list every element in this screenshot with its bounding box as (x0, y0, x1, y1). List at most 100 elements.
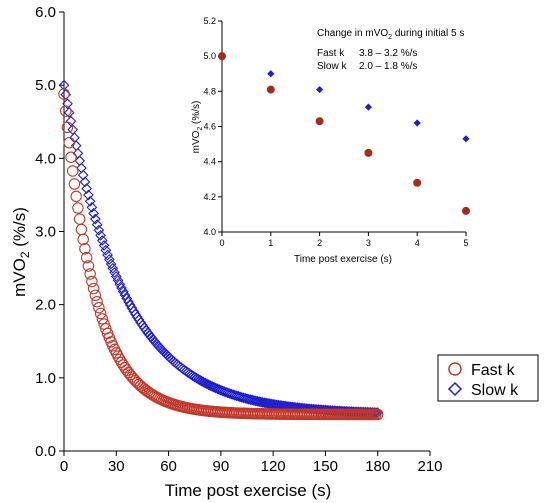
main-y-tick-label: 4.0 (35, 150, 56, 167)
inset-x-axis-label: Time post exercise (s) (294, 254, 392, 265)
main-point-circle (75, 223, 88, 236)
main-point-circle (65, 151, 77, 163)
main-point-diamond (199, 377, 211, 389)
main-point-circle (63, 136, 75, 149)
inset-x-tick-label: 4 (415, 238, 420, 248)
inset-x-tick-label: 5 (463, 238, 468, 248)
main-point-diamond (217, 385, 228, 397)
main-x-tick-label: 30 (108, 458, 125, 475)
inset-point-circle (315, 117, 324, 126)
main-point-diamond (100, 244, 112, 256)
inset-point-circle (364, 148, 373, 157)
main-point-diamond (121, 293, 133, 304)
main-x-tick-label: 120 (261, 458, 286, 475)
main-y-tick-label: 5.0 (35, 77, 56, 94)
main-point-diamond (110, 271, 122, 282)
inset-point-diamond (462, 135, 470, 143)
legend-fast-k-label: Fast k (471, 362, 516, 379)
inset-background (222, 17, 490, 279)
inset-point-circle (413, 178, 422, 187)
main-point-circle (89, 289, 102, 302)
main-y-tick-label: 2.0 (35, 297, 56, 314)
main-point-diamond (109, 267, 120, 278)
main-point-circle (66, 165, 79, 177)
main-point-circle (61, 121, 74, 134)
main-point-diamond (213, 384, 225, 395)
legend: Fast k Slow k (437, 354, 539, 402)
main-point-diamond (224, 388, 235, 399)
main-point-diamond (62, 98, 73, 110)
main-point-diamond (103, 254, 115, 265)
inset-note-fast-value: 3.8 – 3.2 %/s (359, 48, 417, 59)
inset-point-diamond (364, 103, 372, 111)
main-point-diamond (201, 378, 213, 390)
main-point-circle (58, 88, 70, 100)
main-point-diamond (211, 383, 223, 395)
main-data-points (58, 79, 384, 421)
main-point-diamond (95, 229, 106, 241)
inset-data-points (218, 52, 470, 215)
main-point-circle (86, 275, 98, 288)
main-point-circle (114, 353, 126, 366)
inset-axes: 4.0 4.2 4.4 4.6 4.8 5.0 5.2 0 1 2 3 4 5 (203, 16, 468, 248)
inset-x-tick-label: 1 (268, 238, 273, 248)
main-point-circle (96, 313, 109, 325)
main-y-axis-label: mVO2 (%/s) (10, 207, 32, 297)
inset-x-tick-label: 3 (366, 238, 371, 248)
main-point-diamond (222, 387, 234, 399)
main-point-diamond (105, 258, 117, 270)
main-point-diamond (79, 176, 91, 188)
inset-y-tick-label: 5.0 (203, 51, 216, 61)
main-point-diamond (116, 282, 127, 294)
main-point-diamond (210, 382, 222, 394)
inset-y-tick-label: 4.8 (203, 86, 216, 96)
inset-point-diamond (413, 119, 421, 127)
inset-point-circle (218, 52, 226, 61)
inset-note-slow-label: Slow k (317, 61, 347, 72)
inset-y-tick-label: 4.0 (203, 227, 216, 237)
inset-x-tick-label: 2 (317, 238, 322, 248)
main-y-tick-label: 6.0 (35, 4, 56, 21)
main-point-diamond (84, 195, 96, 207)
inset-y-tick-label: 4.6 (203, 122, 216, 132)
main-point-diamond (225, 388, 237, 400)
main-point-circle (93, 301, 105, 314)
legend-slow-k-label: Slow k (471, 382, 519, 399)
main-point-circle (70, 190, 82, 203)
main-x-tick-label: 150 (313, 458, 338, 475)
main-point-diamond (112, 275, 124, 286)
main-point-circle (73, 213, 86, 225)
main-point-diamond (119, 289, 131, 301)
inset-point-circle (266, 85, 275, 94)
main-point-diamond (215, 384, 227, 396)
main-point-circle (68, 178, 81, 190)
main-y-tick-label: 3.0 (35, 224, 56, 241)
main-point-diamond (86, 202, 98, 213)
main-point-diamond (107, 262, 119, 274)
main-point-diamond (58, 79, 70, 91)
main-point-diamond (206, 381, 218, 392)
main-point-diamond (91, 219, 103, 231)
main-point-diamond (93, 224, 105, 236)
main-point-diamond (98, 240, 110, 251)
main-point-circle (79, 243, 91, 255)
main-x-tick-label: 180 (365, 458, 390, 475)
main-point-diamond (83, 189, 94, 201)
main-point-circle (80, 251, 93, 264)
main-point-circle (82, 260, 95, 272)
main-point-diamond (81, 183, 93, 194)
main-point-diamond (117, 286, 129, 297)
main-y-tick-label: 0.0 (35, 443, 56, 460)
main-point-diamond (203, 379, 215, 391)
legend-fast-k-marker (448, 362, 462, 376)
main-point-diamond (114, 278, 126, 290)
main-y-tick-label: 1.0 (35, 370, 56, 387)
inset-series-slow-k (267, 70, 470, 143)
inset-y-tick-label: 5.2 (203, 16, 216, 26)
inset-y-tick-label: 4.2 (203, 192, 216, 202)
main-point-diamond (218, 386, 230, 397)
main-x-tick-label: 210 (417, 458, 442, 475)
main-point-diamond (170, 357, 181, 369)
inset-chart: 4.0 4.2 4.4 4.6 4.8 5.0 5.2 0 1 2 3 4 5 Change in mV… (191, 16, 490, 279)
